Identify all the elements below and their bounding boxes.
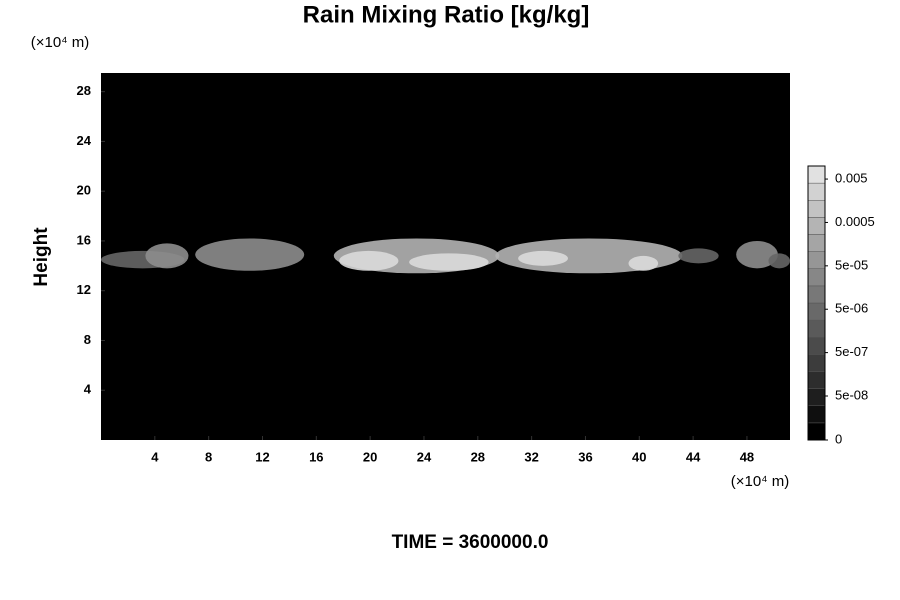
rain-cell	[195, 238, 305, 271]
y-tick-label: 4	[84, 382, 92, 397]
colorbar-label: 0.005	[835, 170, 868, 185]
colorbar-band	[807, 354, 826, 372]
rain-cell	[768, 253, 790, 269]
colorbar-band	[807, 337, 826, 355]
colorbar-band	[807, 285, 826, 304]
colorbar-band	[807, 200, 826, 218]
colorbar-band	[807, 234, 826, 252]
colorbar-band	[807, 251, 826, 269]
x-tick-label: 8	[205, 449, 212, 464]
y-tick-label: 8	[84, 332, 91, 347]
x-tick-label: 48	[740, 449, 754, 464]
colorbar-label: 0.0005	[835, 214, 875, 229]
y-tick-label: 16	[77, 232, 91, 247]
y-tick-label: 20	[77, 183, 91, 198]
rain-cell	[678, 248, 719, 264]
colorbar-band	[807, 217, 826, 235]
colorbar-band	[807, 182, 826, 201]
x-unit: (×10⁴ m)	[731, 473, 790, 490]
colorbar-band	[807, 165, 826, 184]
colorbar-label: 5e-05	[835, 257, 868, 272]
y-tick-label: 24	[77, 133, 92, 148]
y-axis-label: Height	[31, 227, 52, 287]
x-tick-label: 28	[471, 449, 485, 464]
colorbar-band	[807, 405, 826, 424]
y-unit: (×10⁴ m)	[31, 34, 90, 51]
colorbar-band	[807, 268, 826, 287]
chart-title: Rain Mixing Ratio [kg/kg]	[303, 1, 590, 28]
colorbar-label: 0	[835, 431, 842, 446]
rain-cell	[736, 240, 778, 269]
x-tick-label: 12	[255, 449, 269, 464]
rain-cell	[518, 250, 568, 266]
y-tick-label: 12	[77, 282, 91, 297]
rain-cell	[339, 250, 399, 271]
colorbar-frame	[807, 165, 826, 441]
y-tick-label: 28	[77, 83, 91, 98]
colorbar-band	[807, 388, 826, 406]
rain-cell	[145, 243, 189, 269]
x-tick-label: 32	[524, 449, 538, 464]
colorbar-band	[807, 302, 826, 321]
colorbar-label: 5e-06	[835, 301, 868, 316]
footer: TIME = 3600000.0	[392, 532, 549, 553]
colorbar-band	[807, 422, 826, 441]
colorbar-band	[807, 371, 826, 389]
rain-cell	[628, 255, 659, 271]
colorbar-label: 5e-07	[835, 344, 868, 359]
x-tick-label: 36	[578, 449, 592, 464]
x-tick-label: 16	[309, 449, 323, 464]
colorbar-label: 5e-08	[835, 387, 868, 402]
x-tick-label: 4	[151, 449, 159, 464]
colorbar-band	[807, 319, 826, 338]
x-tick-label: 20	[363, 449, 377, 464]
x-tick-label: 40	[632, 449, 646, 464]
rain-cell	[409, 253, 489, 271]
x-tick-label: 24	[417, 449, 432, 464]
x-tick-label: 44	[686, 449, 701, 464]
